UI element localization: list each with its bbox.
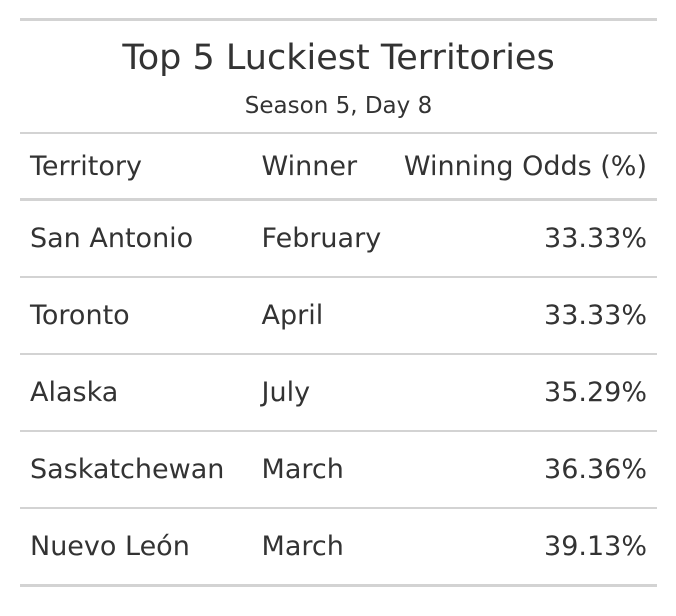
territory-cell: San Antonio: [20, 199, 252, 278]
table-title: Top 5 Luckiest Territories: [122, 38, 555, 78]
winner-cell: July: [251, 354, 382, 432]
top-rule: [20, 18, 657, 21]
table-row: Saskatchewan March 36.36%: [20, 431, 657, 509]
table-container: Top 5 Luckiest Territories Season 5, Day…: [20, 18, 657, 587]
table-subtitle: Season 5, Day 8: [244, 93, 433, 119]
odds-cell: 36.36%: [381, 431, 657, 509]
column-header-winner: Winner: [251, 134, 382, 201]
winner-cell: March: [251, 508, 382, 587]
table-row: San Antonio February 33.33%: [20, 199, 657, 278]
territory-cell: Nuevo León: [20, 508, 252, 587]
header-rule: [20, 132, 657, 134]
odds-cell: 39.13%: [381, 508, 657, 587]
territory-cell: Alaska: [20, 354, 252, 432]
winner-cell: February: [251, 199, 382, 278]
table-row: Alaska July 35.29%: [20, 354, 657, 432]
odds-cell: 33.33%: [381, 277, 657, 355]
odds-cell: 33.33%: [381, 199, 657, 278]
odds-cell: 35.29%: [381, 354, 657, 432]
header-row: Territory Winner Winning Odds (%): [20, 134, 657, 201]
winner-cell: April: [251, 277, 382, 355]
territory-cell: Toronto: [20, 277, 252, 355]
table-row: Toronto April 33.33%: [20, 277, 657, 355]
territory-table: Territory Winner Winning Odds (%) San An…: [20, 134, 657, 587]
column-header-territory: Territory: [20, 134, 252, 201]
territory-cell: Saskatchewan: [20, 431, 252, 509]
winner-cell: March: [251, 431, 382, 509]
table-row: Nuevo León March 39.13%: [20, 508, 657, 587]
column-header-winning-odds: Winning Odds (%): [381, 134, 657, 201]
